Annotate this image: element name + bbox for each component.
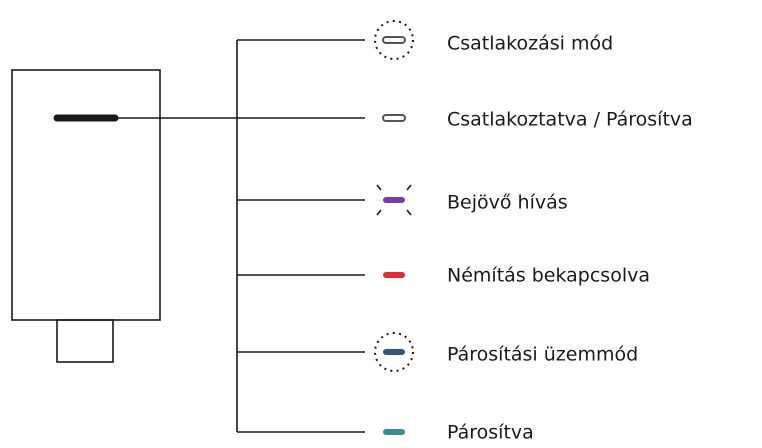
led-white	[382, 114, 406, 122]
status-label: Párosítási üzemmód	[447, 344, 638, 366]
led-red	[383, 272, 405, 278]
status-label: Csatlakozási mód	[447, 33, 613, 55]
status-label: Párosítva	[447, 422, 534, 444]
device-body	[11, 69, 161, 321]
status-label: Némítás bekapcsolva	[447, 265, 650, 287]
status-label: Bejövő hívás	[447, 192, 568, 214]
device-connector	[56, 319, 114, 363]
led-white	[382, 36, 406, 44]
led-teal	[383, 429, 405, 435]
branches	[237, 39, 365, 433]
led-purple	[383, 197, 405, 203]
flash-rays	[376, 184, 412, 216]
led-blue	[383, 349, 405, 355]
led-icons	[374, 20, 414, 435]
blink-rays	[374, 332, 414, 372]
blink-rays	[374, 20, 414, 60]
status-label: Csatlakoztatva / Párosítva	[447, 109, 693, 131]
